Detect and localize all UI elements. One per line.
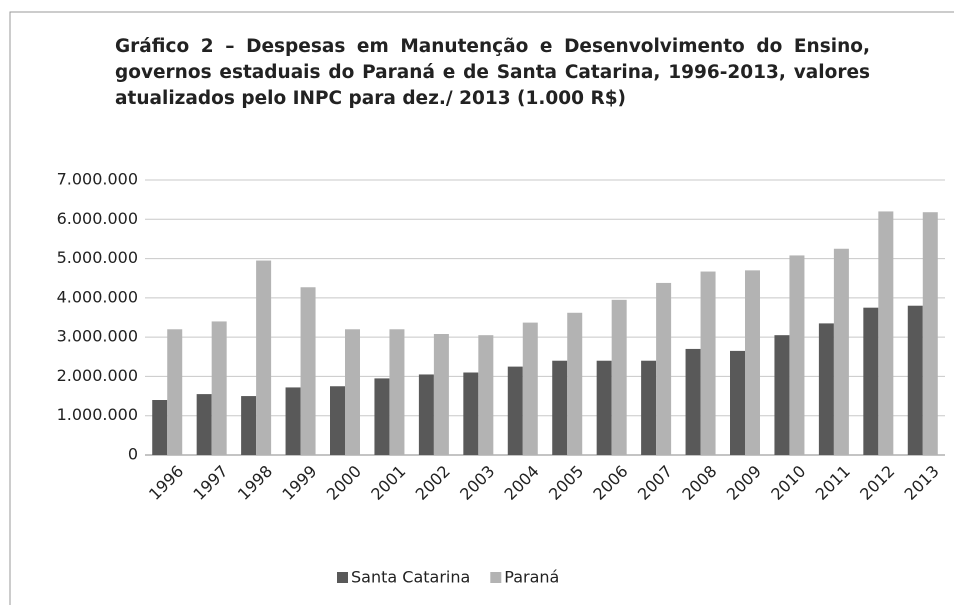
- bar: [833, 248, 849, 455]
- bar: [774, 335, 790, 455]
- x-tick-label: 2006: [589, 462, 631, 504]
- x-tick-label: 2001: [367, 462, 409, 504]
- x-tick-label: 2005: [545, 462, 587, 504]
- y-tick-label: 3.000.000: [57, 327, 138, 346]
- x-tick-label: 2002: [412, 462, 454, 504]
- x-tick-label: 1998: [234, 462, 276, 504]
- bar: [818, 323, 834, 455]
- bar: [241, 396, 257, 455]
- x-tick-label: 1997: [189, 462, 231, 504]
- x-tick-label: 2003: [456, 462, 498, 504]
- bar: [478, 335, 494, 455]
- bar: [374, 378, 390, 455]
- bar: [922, 212, 938, 455]
- bar: [167, 329, 183, 455]
- bar: [907, 305, 923, 455]
- bar: [641, 360, 657, 455]
- x-tick-label: 2013: [901, 462, 943, 504]
- y-tick-label: 7.000.000: [57, 170, 138, 189]
- x-tick-label: 2011: [812, 462, 854, 504]
- bar: [730, 350, 745, 455]
- bar: [611, 299, 627, 455]
- bar: [596, 360, 612, 455]
- y-tick-label: 0: [128, 445, 138, 464]
- x-tick-label: 2008: [678, 462, 720, 504]
- x-tick-label: 2012: [856, 462, 898, 504]
- x-tick-label: 2010: [767, 462, 809, 504]
- x-tick-label: 2004: [501, 462, 543, 504]
- bar: [256, 260, 272, 455]
- y-tick-label: 6.000.000: [57, 209, 138, 228]
- bar: [152, 400, 168, 455]
- x-tick-label: 2000: [323, 462, 365, 504]
- bar: [330, 386, 345, 455]
- bar: [300, 287, 316, 455]
- bar: [507, 366, 523, 455]
- bar: [196, 394, 212, 455]
- x-tick-label: 2007: [634, 462, 676, 504]
- bar: [285, 387, 301, 455]
- legend-swatch: [490, 572, 502, 583]
- bar: [863, 307, 879, 455]
- bar: [433, 334, 449, 455]
- x-tick-label: 1999: [278, 462, 320, 504]
- bar: [685, 348, 701, 455]
- bar: [463, 372, 479, 455]
- x-tick-label: 2009: [723, 462, 765, 504]
- y-tick-label: 1.000.000: [57, 405, 138, 424]
- y-tick-label: 2.000.000: [57, 366, 138, 385]
- legend-label: Paraná: [504, 568, 559, 587]
- bar: [345, 329, 360, 455]
- bar: [656, 282, 672, 455]
- bar: [878, 211, 894, 455]
- y-tick-label: 4.000.000: [57, 287, 138, 306]
- legend-swatch: [337, 572, 348, 583]
- bar: [418, 374, 434, 455]
- bar: [522, 322, 538, 455]
- frame: [9, 11, 954, 605]
- bar: [567, 312, 583, 455]
- chart-title: Gráfico 2 – Despesas em Manutenção e Des…: [115, 36, 870, 109]
- bar: [700, 271, 716, 455]
- legend-label: Santa Catarina: [351, 568, 470, 587]
- bar: [745, 270, 760, 455]
- bar: [389, 329, 405, 455]
- y-tick-label: 5.000.000: [57, 248, 138, 267]
- bar: [552, 360, 568, 455]
- x-tick-label: 1996: [145, 462, 187, 504]
- bar: [211, 321, 227, 455]
- bar: [789, 255, 805, 455]
